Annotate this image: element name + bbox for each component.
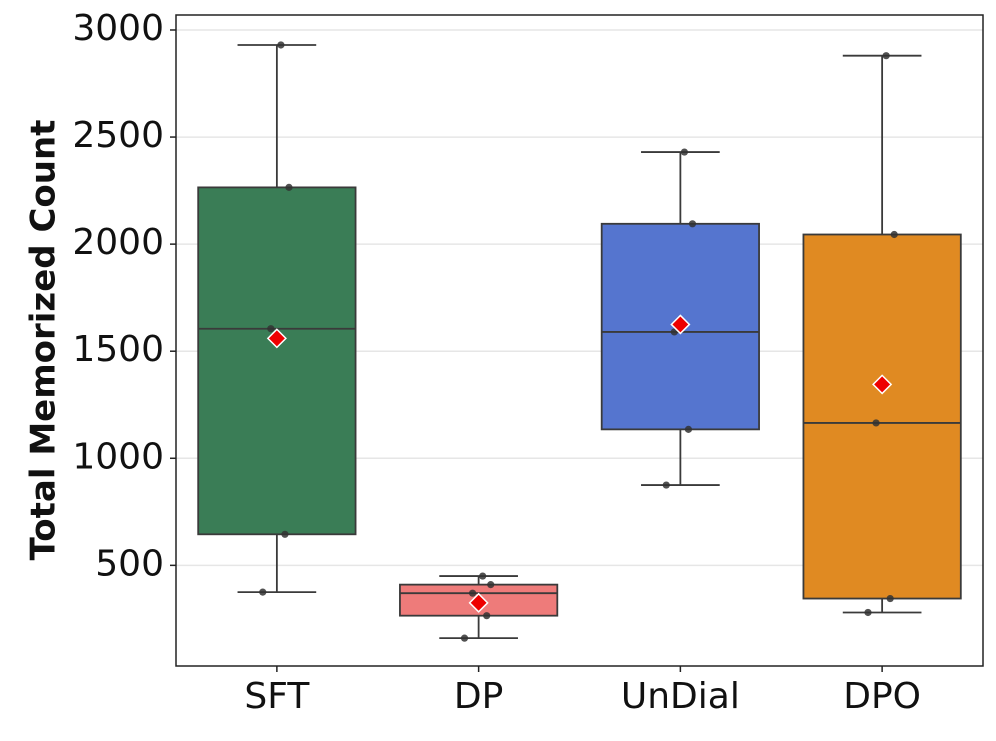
data-point-dp-1 xyxy=(483,612,491,620)
x-tick-label-sft: SFT xyxy=(244,676,310,717)
y-tick-label-2500: 2500 xyxy=(72,115,164,156)
y-tick-label-1500: 1500 xyxy=(72,329,164,370)
box-group-dp xyxy=(399,572,559,642)
y-axis-title: Total Memorized Count xyxy=(24,120,64,561)
x-tick-label-undial: UnDial xyxy=(621,676,740,717)
mean-marker-sft xyxy=(266,328,287,349)
data-point-dpo-2 xyxy=(872,419,880,427)
mean-marker-undial xyxy=(670,314,691,335)
y-tick-label-3000: 3000 xyxy=(72,8,164,49)
data-point-undial-3 xyxy=(688,220,697,228)
data-point-sft-4 xyxy=(277,41,285,49)
mean-marker-dpo xyxy=(872,374,893,395)
box-group-undial xyxy=(600,148,760,489)
box-group-dpo xyxy=(802,52,962,617)
x-tick-label-dpo: DPO xyxy=(843,676,921,717)
data-point-sft-3 xyxy=(285,183,293,191)
boxes-layer xyxy=(197,41,962,642)
box-group-sft xyxy=(197,41,357,596)
mean-marker-dp xyxy=(468,592,489,613)
y-tick-label-500: 500 xyxy=(95,543,164,584)
data-point-dpo-0 xyxy=(864,608,872,617)
data-point-dpo-3 xyxy=(890,230,898,239)
data-point-dpo-4 xyxy=(882,52,890,60)
x-tick-label-dp: DP xyxy=(454,676,503,717)
data-point-dpo-1 xyxy=(886,594,894,603)
data-point-dp-2 xyxy=(468,589,477,597)
data-point-dp-0 xyxy=(460,634,469,642)
box-dpo xyxy=(802,233,962,600)
y-tick-label-2000: 2000 xyxy=(72,222,164,263)
box-sft xyxy=(197,186,357,536)
data-point-sft-0 xyxy=(259,588,267,596)
plot-frame xyxy=(175,14,984,667)
data-point-undial-1 xyxy=(684,425,693,433)
data-point-sft-2 xyxy=(267,325,275,333)
data-point-undial-0 xyxy=(662,481,670,489)
data-point-undial-4 xyxy=(680,148,689,156)
data-point-sft-1 xyxy=(281,530,289,538)
data-point-dp-4 xyxy=(479,572,487,580)
y-axis: 500 1000 1500 2000 2500 3000 xyxy=(72,8,176,584)
data-point-dp-3 xyxy=(487,581,495,589)
x-axis: SFT DP UnDial DPO xyxy=(244,666,921,717)
y-tick-label-1000: 1000 xyxy=(72,436,164,477)
